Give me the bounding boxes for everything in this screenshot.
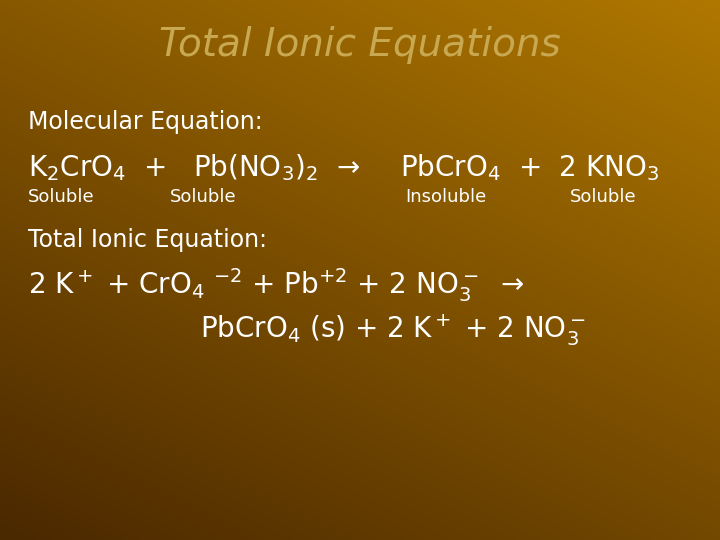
Text: Insoluble: Insoluble: [405, 188, 486, 206]
Text: Molecular Equation:: Molecular Equation:: [28, 110, 263, 134]
Text: Total Ionic Equation:: Total Ionic Equation:: [28, 228, 267, 252]
Text: $\mathregular{PbCrO_4}$ (s) + 2 $\mathregular{K^+}$ + 2 $\mathregular{NO_3^-}$: $\mathregular{PbCrO_4}$ (s) + 2 $\mathre…: [200, 312, 586, 348]
Text: 2 $\mathregular{K^+}$ + $\mathregular{CrO_4}$ $^{-2}$ + $\mathregular{Pb^{+2}}$ : 2 $\mathregular{K^+}$ + $\mathregular{Cr…: [28, 266, 524, 304]
Text: Total Ionic Equations: Total Ionic Equations: [159, 26, 561, 64]
Text: $\mathregular{PbCrO_4}$  +  2 $\mathregular{KNO_3}$: $\mathregular{PbCrO_4}$ + 2 $\mathregula…: [400, 153, 660, 184]
Text: Soluble: Soluble: [28, 188, 94, 206]
Text: $\mathregular{K_2CrO_4}$  +   $\mathregular{Pb(NO_3)_2}$  →: $\mathregular{K_2CrO_4}$ + $\mathregular…: [28, 153, 360, 184]
Text: Soluble: Soluble: [170, 188, 237, 206]
Text: Soluble: Soluble: [570, 188, 636, 206]
